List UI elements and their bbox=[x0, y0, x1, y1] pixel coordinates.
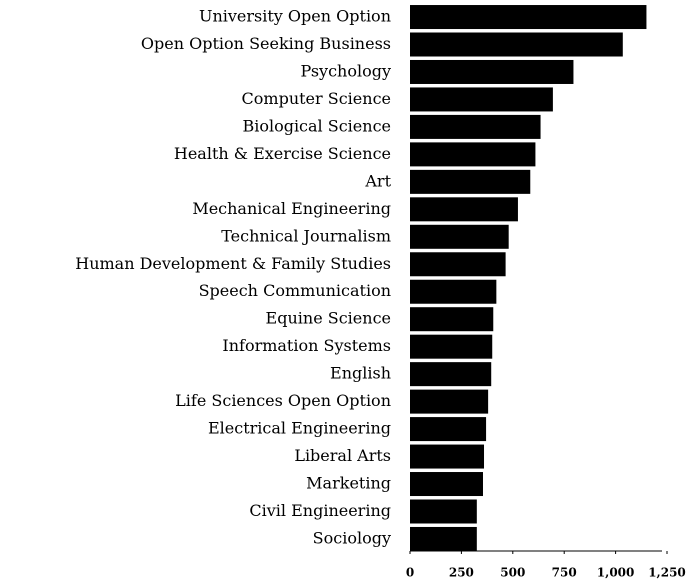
bar bbox=[410, 499, 477, 524]
x-tick-label: 1,000 bbox=[597, 566, 635, 580]
bar bbox=[410, 252, 506, 277]
x-tick-label: 0 bbox=[406, 566, 414, 580]
bar bbox=[410, 307, 494, 332]
bar bbox=[410, 114, 541, 139]
category-label: Computer Science bbox=[242, 89, 391, 108]
bar bbox=[410, 334, 493, 359]
bar bbox=[410, 5, 647, 30]
category-label: Equine Science bbox=[266, 309, 391, 328]
category-label: Psychology bbox=[300, 61, 391, 80]
category-label: Technical Journalism bbox=[221, 226, 391, 245]
bar bbox=[410, 417, 487, 442]
bar bbox=[410, 32, 623, 57]
category-label: Speech Communication bbox=[199, 281, 391, 300]
bar bbox=[410, 389, 489, 414]
bar bbox=[410, 142, 536, 167]
category-label: Information Systems bbox=[222, 336, 391, 355]
x-tick-label: 750 bbox=[552, 566, 577, 580]
bar bbox=[410, 526, 477, 551]
x-tick-label: 500 bbox=[500, 566, 525, 580]
x-tick-label: 1,250 bbox=[648, 566, 686, 580]
category-label: Civil Engineering bbox=[249, 501, 391, 520]
x-tick-label: 250 bbox=[449, 566, 474, 580]
bar bbox=[410, 362, 492, 387]
bar bbox=[410, 169, 531, 194]
category-label: Art bbox=[364, 171, 391, 190]
category-label: Life Sciences Open Option bbox=[175, 391, 391, 410]
category-label: Marketing bbox=[306, 474, 391, 493]
category-label: Health & Exercise Science bbox=[174, 144, 391, 163]
category-label: Mechanical Engineering bbox=[192, 199, 391, 218]
category-label: Electrical Engineering bbox=[208, 419, 391, 438]
bar bbox=[410, 197, 518, 222]
category-label: Liberal Arts bbox=[294, 446, 391, 465]
bar bbox=[410, 59, 574, 84]
category-label: Sociology bbox=[313, 528, 391, 547]
category-label: Human Development & Family Studies bbox=[75, 254, 391, 273]
category-label: Open Option Seeking Business bbox=[141, 34, 391, 53]
bar bbox=[410, 224, 509, 249]
category-label: University Open Option bbox=[199, 7, 391, 26]
category-label: Biological Science bbox=[242, 116, 391, 135]
bar bbox=[410, 472, 483, 497]
bar bbox=[410, 279, 497, 304]
category-label: English bbox=[330, 364, 391, 383]
bar bbox=[410, 444, 485, 469]
bar bbox=[410, 87, 553, 112]
